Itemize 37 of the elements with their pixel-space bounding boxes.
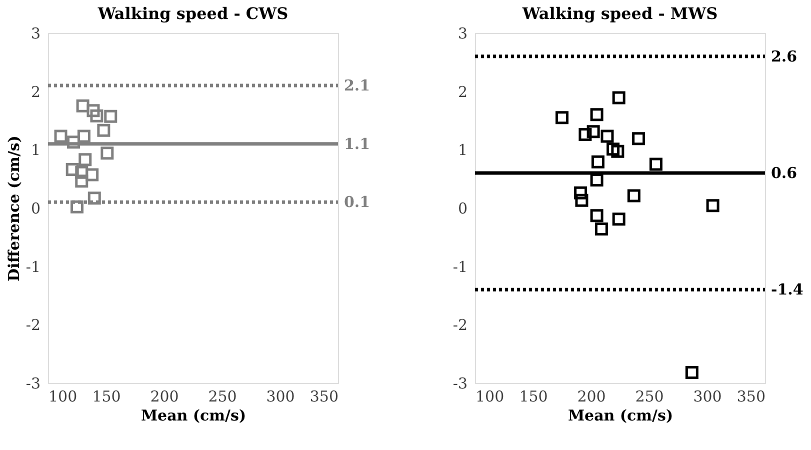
x-tick-label: 300 xyxy=(266,388,295,406)
y-tick-label: 2 xyxy=(458,82,468,101)
y-tick-label: -2 xyxy=(26,316,40,334)
x-axis-title: Mean (cm/s) xyxy=(568,406,674,424)
x-tick-label: 100 xyxy=(476,388,504,406)
x-tick-label: 150 xyxy=(92,388,121,406)
y-tick-label: -2 xyxy=(452,316,468,334)
y-tick-label: 2 xyxy=(30,82,40,101)
ref-line-label: 2.6 xyxy=(771,47,798,66)
x-tick-label: 300 xyxy=(693,388,722,406)
ref-line-label: -1.4 xyxy=(771,280,804,299)
y-tick-label: -1 xyxy=(452,258,468,276)
x-tick-label: 100 xyxy=(48,388,78,406)
y-tick-label: -3 xyxy=(26,374,40,392)
x-tick-label: 250 xyxy=(208,388,237,406)
x-axis-title: Mean (cm/s) xyxy=(140,406,246,424)
y-axis-title: Difference (cm/s) xyxy=(4,136,23,282)
ref-line-label: 0.1 xyxy=(344,193,370,212)
chart-title: Walking speed - MWS xyxy=(521,4,718,23)
y-tick-label: 0 xyxy=(458,200,468,218)
y-tick-label: 0 xyxy=(30,200,40,218)
ref-line-label: 0.6 xyxy=(771,164,798,182)
y-tick-label: -1 xyxy=(26,258,40,276)
x-tick-label: 200 xyxy=(150,388,179,406)
y-tick-label: 3 xyxy=(30,24,40,42)
x-tick-label: 150 xyxy=(519,388,548,406)
chart-title: Walking speed - CWS xyxy=(96,4,288,23)
y-tick-label: 1 xyxy=(30,141,40,160)
y-tick-label: 1 xyxy=(458,141,468,160)
ref-line-label: 2.1 xyxy=(344,76,370,94)
y-tick-label: 3 xyxy=(458,24,468,42)
x-tick-label: 250 xyxy=(635,388,664,406)
x-tick-label: 350 xyxy=(310,388,338,406)
x-tick-label: 350 xyxy=(736,388,766,406)
y-tick-label: -3 xyxy=(452,374,468,392)
x-tick-label: 200 xyxy=(577,388,606,406)
ref-line-label: 1.1 xyxy=(344,134,370,153)
